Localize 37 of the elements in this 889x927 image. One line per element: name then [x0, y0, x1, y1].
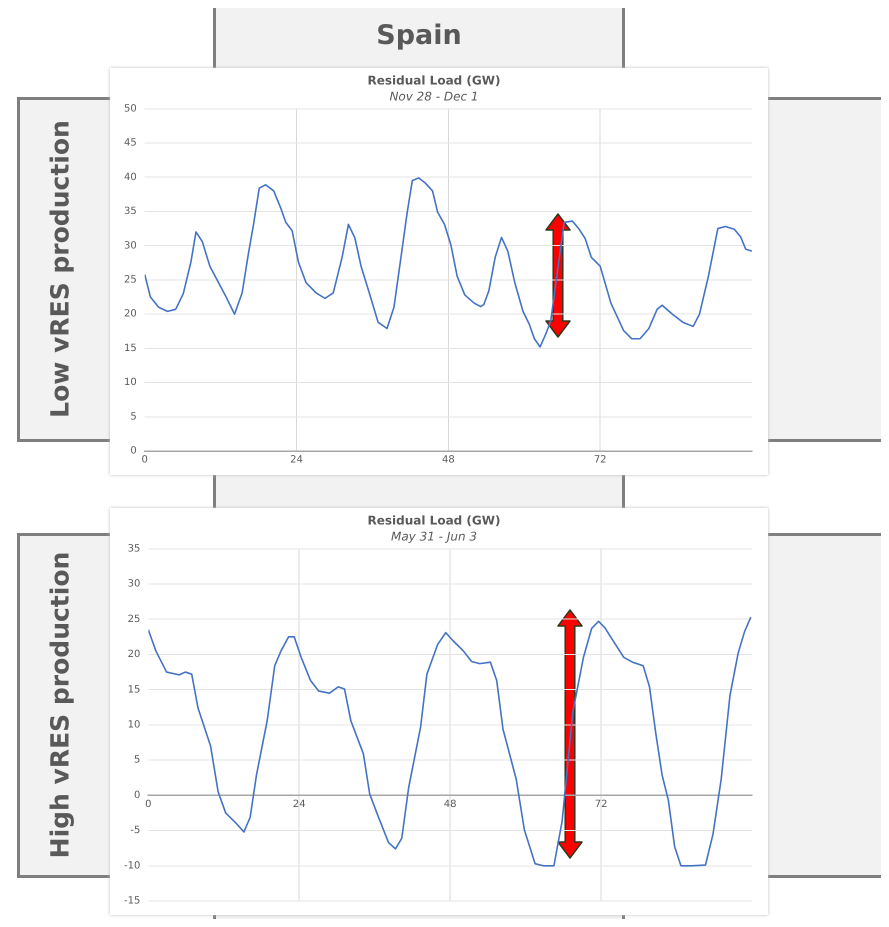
y-tick-label: 15 — [124, 342, 137, 354]
x-tick-label: 0 — [142, 454, 148, 466]
x-tick-label: 72 — [594, 798, 608, 810]
x-tick-label: 0 — [145, 798, 152, 810]
x-tick-label: 24 — [290, 454, 303, 466]
chart-title: Residual Load (GW) — [368, 73, 500, 88]
y-tick-label: 0 — [130, 446, 137, 457]
y-tick-label: 5 — [134, 754, 140, 766]
chart-subtitle: Nov 28 - Dec 1 — [389, 90, 479, 104]
y-tick-label: 30 — [124, 240, 137, 252]
chart-subtitle: May 31 - Jun 3 — [390, 530, 478, 544]
y-tick-label: 35 — [128, 543, 140, 554]
y-tick-label: -10 — [124, 860, 140, 872]
y-tick-label: 10 — [124, 377, 137, 388]
y-tick-label: 45 — [124, 138, 137, 149]
chart-title: Residual Load (GW) — [368, 513, 500, 528]
text: Spain — [375, 20, 463, 51]
y-tick-label: 15 — [128, 684, 140, 696]
y-tick-label: 50 — [124, 103, 137, 114]
y-tick-label: 30 — [128, 578, 140, 590]
x-tick-label: 48 — [442, 454, 455, 466]
y-tick-label: -5 — [130, 825, 140, 836]
y-tick-label: 35 — [124, 206, 137, 218]
text: High vRES production — [44, 550, 76, 860]
x-tick-label: 24 — [292, 798, 306, 810]
y-tick-label: -15 — [124, 896, 140, 907]
y-tick-label: 25 — [128, 614, 140, 625]
y-tick-label: 25 — [124, 274, 137, 286]
y-tick-label: 5 — [130, 411, 137, 422]
y-tick-label: 0 — [134, 790, 140, 801]
y-tick-label: 10 — [128, 719, 140, 730]
x-tick-label: 48 — [444, 798, 457, 810]
y-tick-label: 20 — [128, 649, 140, 660]
y-tick-label: 20 — [124, 308, 137, 320]
x-tick-label: 72 — [594, 454, 607, 466]
text: Low vRES production — [44, 119, 76, 420]
y-tick-label: 40 — [124, 172, 137, 183]
